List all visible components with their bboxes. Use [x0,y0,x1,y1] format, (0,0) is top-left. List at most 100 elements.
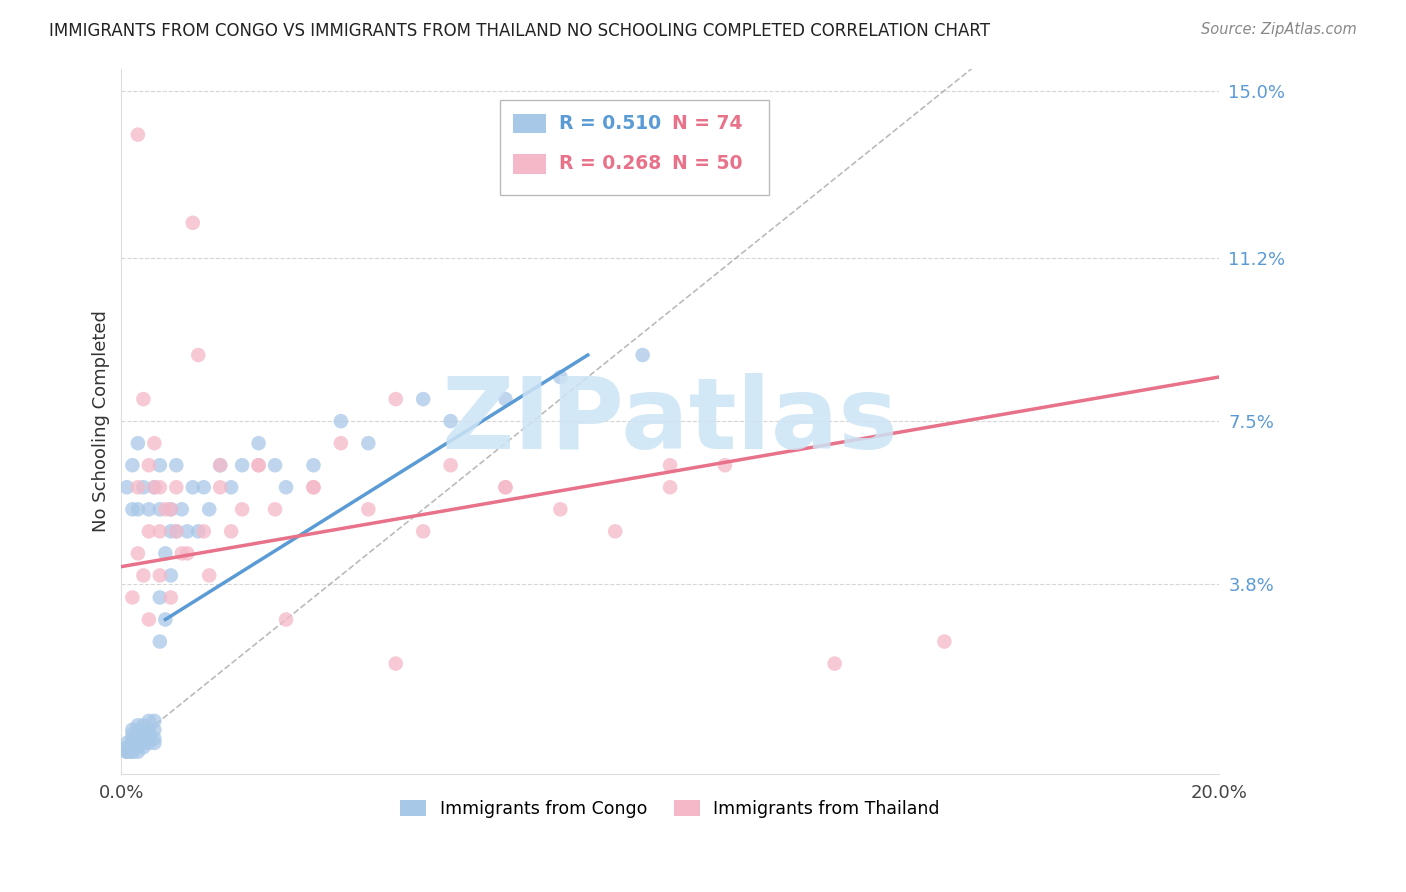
Point [209,480,232,494]
Point [264,502,287,516]
Point [121,723,143,737]
Point [187,524,209,539]
Text: Source: ZipAtlas.com: Source: ZipAtlas.com [1201,22,1357,37]
Point [159,591,181,605]
Point [165,458,187,473]
FancyBboxPatch shape [501,100,769,195]
Point [495,392,517,406]
Point [439,414,461,428]
Point [357,502,380,516]
Point [127,718,149,732]
Point [170,502,193,516]
Point [143,480,166,494]
Point [138,731,160,746]
Point [274,480,297,494]
Point [302,480,325,494]
FancyBboxPatch shape [513,113,546,134]
Point [127,745,149,759]
Point [138,723,160,737]
Point [138,714,160,728]
Point [247,458,270,473]
Point [127,128,149,142]
Point [127,546,149,560]
Point [274,613,297,627]
Point [329,414,352,428]
Point [149,502,172,516]
Point [181,480,204,494]
Point [165,524,187,539]
Point [384,392,406,406]
Point [412,392,434,406]
Point [121,502,143,516]
Point [127,723,149,737]
FancyBboxPatch shape [513,153,546,174]
Point [138,727,160,741]
Point [159,568,181,582]
Point [132,392,155,406]
Point [198,502,221,516]
Point [495,480,517,494]
Point [149,458,172,473]
Point [138,502,160,516]
Point [934,634,956,648]
Point [132,718,155,732]
Point [149,568,172,582]
Point [121,736,143,750]
Point [121,458,143,473]
Point [138,524,160,539]
Point [115,480,138,494]
Point [550,370,572,384]
Point [127,480,149,494]
Point [714,458,737,473]
Point [159,502,181,516]
Point [181,216,204,230]
Point [143,736,166,750]
Point [247,436,270,450]
Point [384,657,406,671]
Text: R = 0.268: R = 0.268 [560,154,661,173]
Point [155,613,177,627]
Y-axis label: No Schooling Completed: No Schooling Completed [93,310,110,533]
Point [138,613,160,627]
Text: IMMIGRANTS FROM CONGO VS IMMIGRANTS FROM THAILAND NO SCHOOLING COMPLETED CORRELA: IMMIGRANTS FROM CONGO VS IMMIGRANTS FROM… [49,22,990,40]
Point [132,736,155,750]
Point [121,736,143,750]
Point [159,524,181,539]
Point [132,568,155,582]
Point [329,436,352,450]
Point [127,436,149,450]
Point [121,740,143,755]
Point [605,524,627,539]
Point [659,458,682,473]
Point [121,745,143,759]
Point [155,502,177,516]
Point [176,546,198,560]
Point [165,480,187,494]
Point [170,546,193,560]
Point [659,480,682,494]
Point [143,480,166,494]
Text: R = 0.510: R = 0.510 [560,114,661,133]
Point [115,745,138,759]
Point [247,458,270,473]
Point [219,524,242,539]
Point [115,740,138,755]
Point [143,731,166,746]
Point [495,480,517,494]
Point [121,731,143,746]
Point [193,480,215,494]
Point [132,727,155,741]
Point [219,480,242,494]
Point [121,745,143,759]
Point [209,458,232,473]
Point [439,458,461,473]
Point [231,458,253,473]
Point [412,524,434,539]
Point [550,502,572,516]
Point [143,714,166,728]
Point [127,502,149,516]
Point [132,480,155,494]
Text: ZIPatlas: ZIPatlas [441,373,898,470]
Point [302,458,325,473]
Point [143,436,166,450]
